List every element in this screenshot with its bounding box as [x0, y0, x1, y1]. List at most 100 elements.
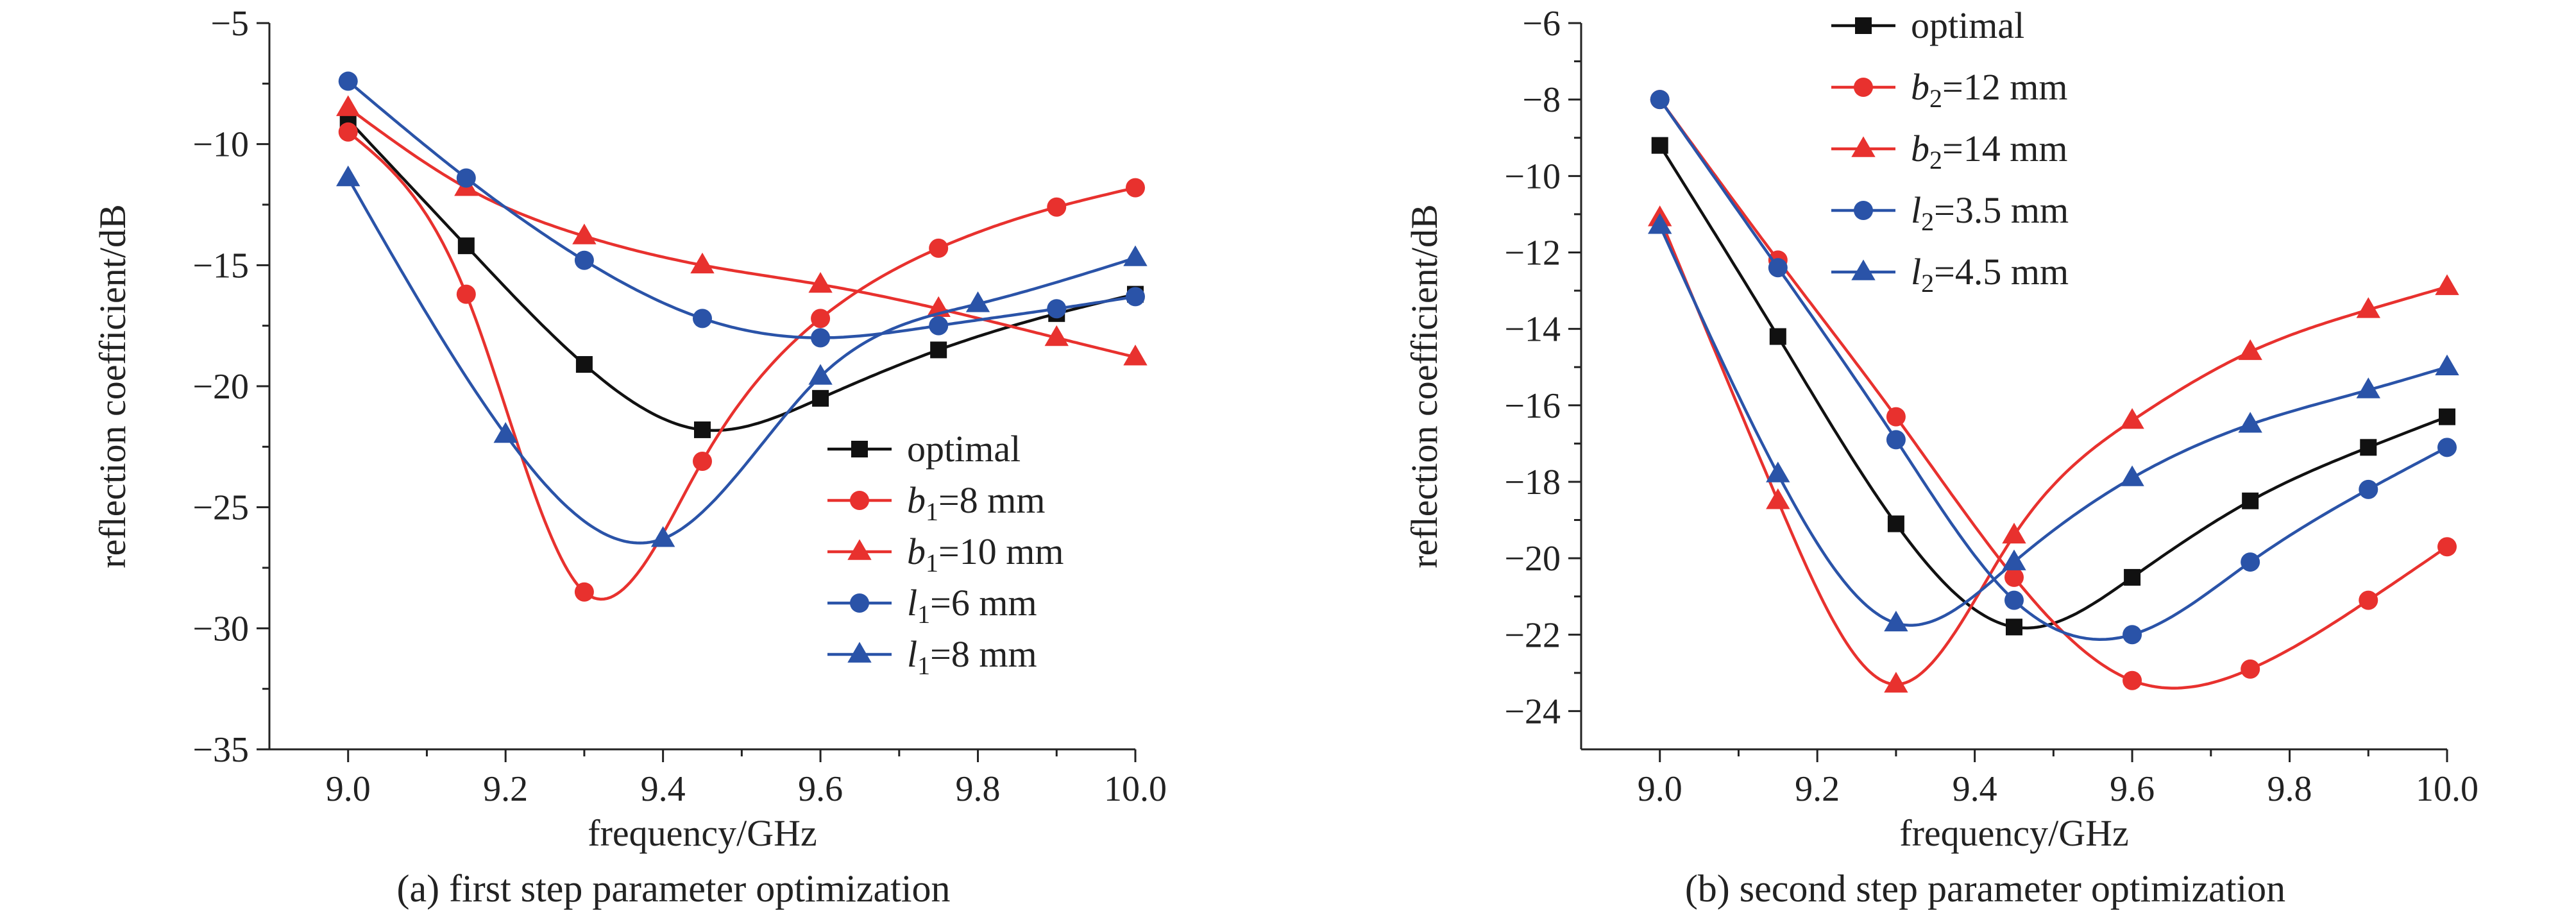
data-point: [2123, 670, 2142, 690]
x-tick-label: 9.2: [483, 769, 528, 809]
y-axis-label: reflection coefficient/dB: [1403, 204, 1445, 568]
data-point: [2356, 297, 2380, 318]
data-point: [808, 271, 833, 293]
legend-marker: [847, 539, 872, 560]
data-point: [572, 223, 597, 244]
legend-item: l1=6 mm: [827, 582, 1037, 629]
data-point: [2006, 618, 2022, 636]
data-point: [929, 316, 949, 336]
series-5: [1648, 213, 2459, 632]
legend-label: optimal: [907, 428, 1021, 470]
legend-item: l2=4.5 mm: [1831, 251, 2069, 298]
chart-caption: (b) second step parameter optimization: [1685, 867, 2285, 910]
series-1: [339, 111, 1144, 438]
data-point: [456, 284, 476, 304]
data-point: [1047, 299, 1067, 319]
data-point: [929, 238, 949, 258]
data-point: [2439, 408, 2455, 425]
y-axis-label: reflection coefficient/dB: [92, 204, 133, 568]
legend-item: optimal: [1831, 4, 2024, 46]
legend-marker: [1855, 17, 1872, 34]
data-point: [650, 526, 675, 547]
legend-label: b1=8 mm: [907, 479, 1045, 526]
y-tick-label: −5: [210, 4, 249, 44]
x-tick-label: 10.0: [1104, 769, 1167, 809]
data-point: [336, 165, 360, 187]
y-tick-label: −8: [1522, 80, 1561, 120]
legend-marker: [851, 441, 868, 457]
data-point: [1884, 610, 1908, 632]
data-point: [2004, 590, 2024, 610]
series-3: [336, 95, 1148, 366]
data-point: [2241, 552, 2260, 572]
series-line: [1658, 98, 2448, 690]
legend-marker: [850, 491, 869, 510]
x-tick-label: 9.6: [2110, 769, 2155, 809]
data-point: [574, 250, 594, 270]
data-point: [811, 328, 831, 348]
data-point: [1044, 325, 1069, 346]
data-point: [1648, 213, 1672, 234]
data-point: [2356, 377, 2380, 398]
y-tick-label: −30: [192, 609, 249, 649]
data-point: [457, 237, 475, 255]
x-axis-label: frequency/GHz: [1899, 812, 2129, 854]
data-point: [693, 309, 712, 328]
y-tick-label: −10: [1504, 157, 1561, 196]
data-point: [2242, 492, 2259, 509]
y-tick-label: −24: [1504, 692, 1561, 731]
data-point: [2435, 274, 2459, 295]
legend-label: l1=8 mm: [907, 633, 1037, 680]
data-point: [965, 291, 990, 312]
data-point: [336, 95, 360, 116]
data-point: [2238, 339, 2262, 361]
legend-marker: [1851, 136, 1876, 157]
data-point: [812, 389, 829, 407]
series-3: [1648, 205, 2459, 693]
legend-marker: [847, 642, 872, 663]
data-point: [1768, 258, 1788, 278]
data-point: [1766, 488, 1790, 509]
data-point: [575, 356, 593, 373]
x-tick-label: 9.8: [2267, 769, 2312, 809]
legend-marker: [850, 593, 869, 613]
series-line: [347, 131, 1136, 601]
y-tick-label: −25: [192, 488, 249, 528]
legend-item: b2=14 mm: [1831, 128, 2067, 175]
series-2: [338, 122, 1145, 602]
x-tick-label: 9.4: [641, 769, 686, 809]
data-point: [2437, 438, 2457, 457]
data-point: [1123, 345, 1148, 366]
data-point: [2002, 522, 2026, 544]
data-point: [2435, 354, 2459, 375]
y-tick-label: −12: [1504, 233, 1561, 273]
data-point: [811, 309, 831, 328]
x-tick-label: 9.8: [956, 769, 1001, 809]
legend-label: b1=10 mm: [907, 531, 1063, 577]
y-tick-label: −10: [192, 125, 249, 165]
data-point: [1884, 672, 1908, 693]
legend-label: l2=4.5 mm: [1911, 251, 2069, 298]
data-point: [2124, 568, 2141, 586]
y-tick-label: −15: [192, 246, 249, 285]
data-point: [1651, 137, 1668, 154]
series-2: [1650, 90, 2457, 690]
data-point: [338, 71, 358, 91]
data-point: [1887, 515, 1904, 532]
series-line: [347, 106, 1136, 359]
legend: optimal b2=12 mm b2=14 mm l2=3.5 mm l2=4.5 m…: [1831, 4, 2069, 298]
legend-label: optimal: [1911, 4, 2024, 46]
legend-item: b1=10 mm: [827, 531, 1063, 577]
legend-marker: [1854, 78, 1873, 97]
data-point: [808, 364, 833, 385]
data-point: [2437, 537, 2457, 557]
legend-item: b2=12 mm: [1831, 66, 2067, 113]
legend-item: l2=3.5 mm: [1831, 189, 2069, 236]
data-point: [694, 421, 711, 438]
legend-item: optimal: [827, 428, 1021, 470]
x-tick-label: 9.2: [1795, 769, 1840, 809]
data-point: [1047, 197, 1067, 217]
data-point: [574, 582, 594, 602]
